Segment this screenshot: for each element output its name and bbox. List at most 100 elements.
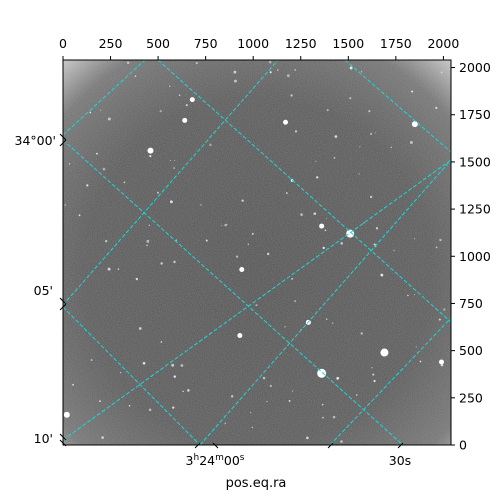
faint-star [134, 75, 137, 77]
faint-star [180, 364, 184, 367]
faint-star [178, 94, 181, 97]
faint-star [64, 204, 67, 206]
faint-star [369, 132, 373, 136]
faint-star [331, 322, 334, 324]
faint-star [291, 390, 294, 392]
right-tick-label: 1250 [459, 202, 491, 217]
faint-star [187, 389, 190, 392]
faint-star [241, 199, 244, 202]
faint-star [107, 267, 111, 271]
faint-star [313, 212, 317, 215]
faint-star [200, 204, 202, 206]
right-tick-label: 2000 [459, 60, 491, 75]
faint-star [269, 71, 272, 74]
faint-star [119, 371, 122, 374]
faint-star [171, 363, 175, 367]
faint-star [185, 104, 188, 107]
ra-label-3h24m00s: 3h24m00s [186, 453, 245, 468]
faint-star [262, 376, 266, 380]
faint-star [269, 384, 273, 388]
ra-label-30s: 30s [389, 453, 411, 468]
faint-star [234, 79, 237, 83]
faint-star [173, 167, 175, 169]
faint-star [172, 406, 175, 409]
faint-star [438, 318, 441, 321]
faint-star [380, 273, 384, 277]
faint-star [325, 318, 328, 320]
faint-star [173, 159, 176, 162]
ra-axis: 3h24m00s 30s [186, 442, 411, 468]
faint-star [336, 376, 340, 380]
right-tick-label: 750 [459, 296, 483, 311]
faint-star [68, 163, 71, 165]
faint-star [117, 268, 120, 270]
faint-star [332, 415, 336, 419]
faint-star [276, 69, 279, 71]
faint-star [368, 110, 371, 113]
faint-star [393, 249, 395, 252]
bright-star [317, 368, 327, 378]
faint-star [95, 152, 98, 155]
faint-star [373, 243, 376, 246]
faint-star [209, 143, 212, 147]
faint-star [268, 60, 272, 64]
faint-star [315, 160, 317, 162]
faint-star [102, 167, 106, 171]
faint-star [146, 239, 150, 243]
faint-star [126, 61, 130, 64]
faint-star [374, 132, 376, 134]
faint-star [90, 359, 93, 361]
dec-label-34-00: 34°00' [15, 133, 57, 148]
bright-star [438, 359, 444, 365]
faint-star [435, 106, 438, 109]
faint-star [138, 327, 142, 330]
bright-star [319, 223, 325, 229]
dec-label-05: 05' [34, 283, 53, 298]
grid-line [63, 139, 404, 445]
bright-star [182, 117, 188, 123]
faint-star [169, 85, 171, 87]
faint-star [340, 440, 343, 443]
faint-star [195, 61, 198, 65]
faint-star [226, 223, 228, 225]
bright-star [237, 333, 243, 339]
faint-star [443, 308, 446, 311]
faint-star [156, 191, 159, 194]
faint-star [300, 213, 303, 217]
faint-star [104, 239, 108, 243]
faint-star [359, 146, 361, 148]
faint-star [221, 225, 223, 227]
faint-star [107, 117, 111, 121]
faint-star [349, 97, 352, 100]
grid-line [329, 317, 451, 445]
faint-star [321, 403, 324, 406]
faint-star [419, 360, 422, 363]
bright-star [189, 97, 195, 103]
faint-star [159, 109, 162, 113]
faint-star [89, 111, 92, 114]
grid-line [63, 60, 279, 306]
top-pixel-axis: 0 250 500 750 1000 1250 1500 1750 2000 [59, 36, 459, 60]
faint-star [358, 173, 360, 175]
faint-star [230, 394, 234, 398]
top-tick-label: 1250 [285, 36, 317, 51]
right-tick-label: 1000 [459, 249, 491, 264]
faint-star [148, 224, 151, 227]
grid-line [199, 159, 451, 445]
faint-star [371, 367, 373, 369]
faint-star [148, 408, 152, 412]
top-tick-label: 2000 [427, 36, 459, 51]
faint-star [333, 156, 336, 159]
faint-star [290, 94, 293, 97]
grid-line [63, 159, 451, 441]
faint-star [101, 436, 104, 439]
top-tick-label: 1750 [380, 36, 412, 51]
bright-star [283, 119, 289, 125]
faint-star [135, 277, 139, 281]
right-pixel-axis: 0 250 500 750 1000 1250 1500 1750 2000 [451, 60, 491, 453]
bright-star [63, 411, 70, 418]
faint-star [349, 66, 353, 70]
faint-star [390, 146, 392, 148]
faint-star [360, 332, 363, 335]
